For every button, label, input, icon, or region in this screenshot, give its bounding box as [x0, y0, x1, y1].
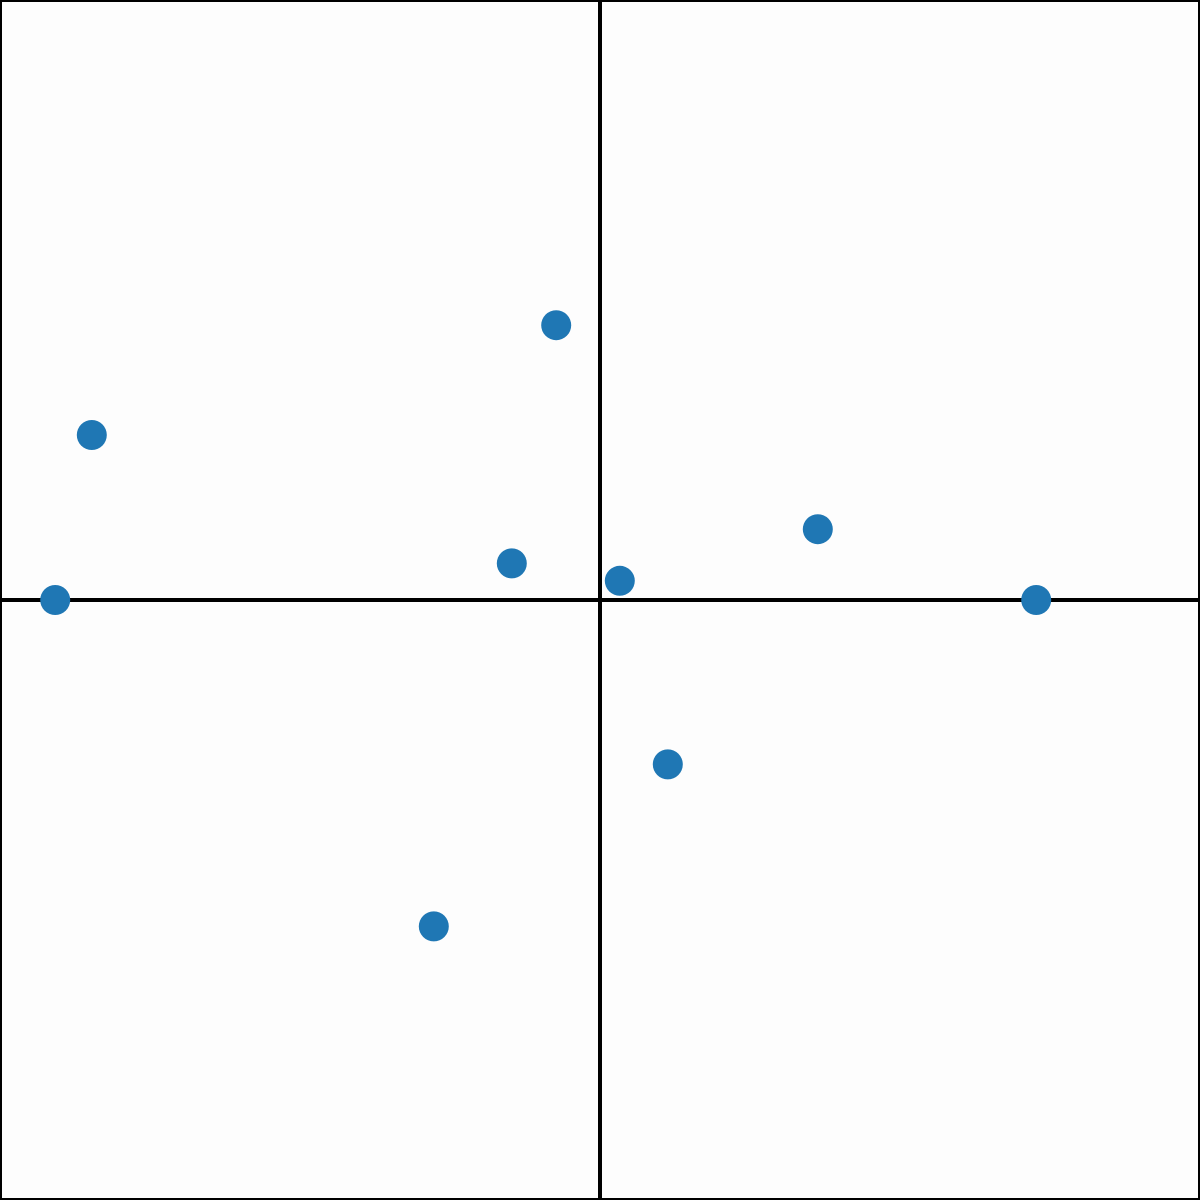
data-point-1	[541, 310, 572, 341]
data-points	[40, 310, 1052, 942]
data-point-6	[802, 514, 833, 545]
data-point-7	[1021, 585, 1052, 615]
data-point-9	[418, 911, 449, 942]
data-point-8	[652, 749, 683, 780]
data-point-4	[496, 548, 527, 579]
data-point-3	[40, 585, 71, 615]
data-point-2	[76, 420, 107, 450]
data-point-5	[604, 565, 635, 596]
